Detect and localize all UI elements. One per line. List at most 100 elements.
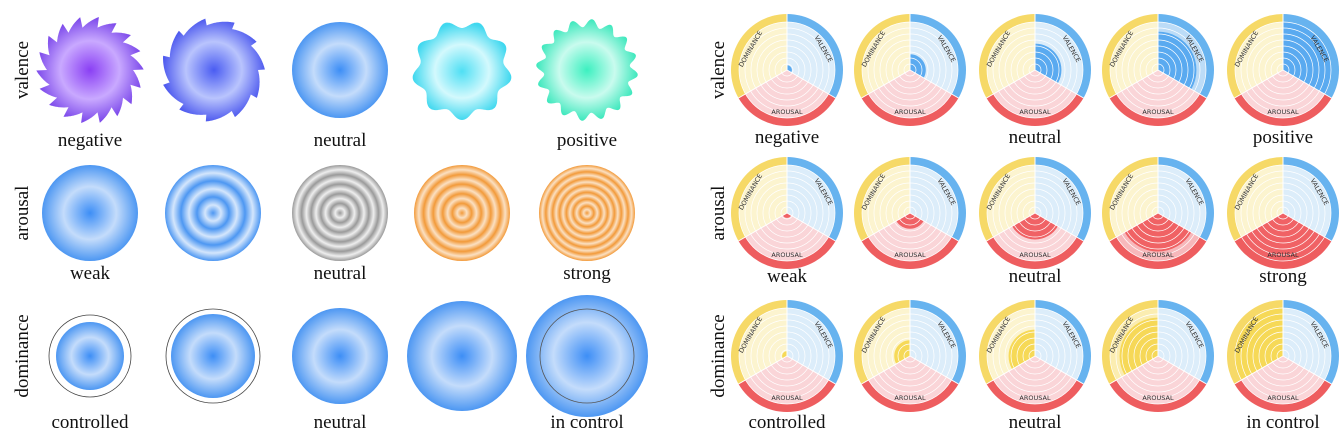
divider (738, 212, 788, 242)
sector (738, 165, 787, 237)
glyph (412, 22, 512, 121)
sector (986, 164, 1035, 237)
ring-label: AROUSAL (771, 108, 803, 116)
ring-label: AROUSAL (1019, 108, 1051, 116)
glyph (407, 301, 517, 411)
glyph (292, 165, 388, 261)
divider (1157, 212, 1207, 242)
outline (165, 308, 261, 404)
ring-label: AROUSAL (1267, 251, 1299, 259)
sector (738, 308, 787, 380)
divider (1282, 69, 1332, 99)
glyph (292, 22, 388, 118)
divider (1109, 69, 1159, 99)
divider (1109, 355, 1159, 385)
glyph (539, 165, 635, 261)
sector (1109, 164, 1158, 237)
glyph (414, 165, 510, 261)
sector-fill (1283, 21, 1332, 94)
sector-fill (1109, 308, 1158, 380)
divider (1234, 69, 1284, 99)
ring-label: AROUSAL (894, 394, 926, 402)
ring-label: AROUSAL (771, 251, 803, 259)
glyph (536, 19, 638, 121)
divider (1157, 69, 1207, 99)
ring-label: AROUSAL (894, 108, 926, 116)
divider (986, 69, 1036, 99)
sector (986, 21, 1035, 94)
ring-label: AROUSAL (1142, 251, 1174, 259)
sector (910, 308, 959, 380)
glyph (171, 314, 255, 398)
divider (986, 212, 1036, 242)
caption: neutral (314, 412, 367, 433)
ring-label: AROUSAL (1142, 394, 1174, 402)
divider (1157, 355, 1207, 385)
sector (1283, 308, 1332, 380)
caption: neutral (1009, 127, 1062, 148)
divider (1034, 212, 1084, 242)
divider (861, 355, 911, 385)
caption: positive (1253, 127, 1313, 148)
divider (786, 212, 836, 242)
sector (1109, 21, 1158, 94)
ring-label: AROUSAL (771, 394, 803, 402)
sector (1234, 165, 1283, 237)
sector (1234, 21, 1283, 95)
glyph (292, 308, 388, 404)
caption: neutral (314, 263, 367, 284)
sector (738, 21, 787, 94)
divider (738, 355, 788, 385)
glyph (56, 322, 124, 390)
divider (1034, 355, 1084, 385)
divider (1034, 69, 1084, 99)
caption: positive (557, 130, 617, 151)
ring-label: AROUSAL (1142, 108, 1174, 116)
glyph (42, 165, 138, 261)
sector (1158, 164, 1207, 237)
sector (861, 165, 910, 237)
row-label: arousal (12, 186, 33, 241)
sector (1283, 164, 1332, 237)
caption: weak (767, 266, 808, 287)
sector-fill (1119, 317, 1158, 376)
divider (1282, 212, 1332, 242)
glyph (36, 17, 144, 123)
caption: neutral (1009, 412, 1062, 433)
sector (787, 164, 836, 237)
ring-label: AROUSAL (1267, 394, 1299, 402)
row-label: valence (708, 41, 729, 99)
caption: in control (550, 412, 623, 433)
glyph (165, 165, 261, 261)
divider (786, 355, 836, 385)
ring-label: AROUSAL (1019, 251, 1051, 259)
sector (910, 164, 959, 237)
caption: in control (1246, 412, 1319, 433)
glyph (526, 295, 648, 417)
caption: strong (563, 263, 611, 284)
divider (861, 212, 911, 242)
caption: negative (755, 127, 819, 148)
row-label: dominance (708, 314, 729, 397)
outline (539, 308, 635, 404)
caption: weak (70, 263, 111, 284)
outline (48, 314, 132, 398)
divider (909, 355, 959, 385)
sector (1035, 308, 1084, 380)
row-label: arousal (708, 186, 729, 241)
divider (909, 212, 959, 242)
divider (1109, 212, 1159, 242)
sector (1035, 164, 1084, 237)
ring-label: AROUSAL (1267, 108, 1299, 116)
caption: negative (58, 130, 122, 151)
row-label: dominance (12, 314, 33, 397)
divider (909, 69, 959, 99)
sector-fill (896, 213, 924, 229)
divider (1234, 355, 1284, 385)
caption: controlled (51, 412, 129, 433)
divider (986, 355, 1036, 385)
caption: neutral (1009, 266, 1062, 287)
sector (787, 308, 836, 380)
sector (787, 21, 836, 94)
